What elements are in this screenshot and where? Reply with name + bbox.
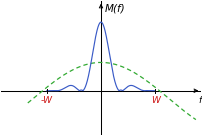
- Text: -W: -W: [41, 96, 53, 105]
- Text: W: W: [151, 96, 160, 105]
- Text: M(f): M(f): [104, 3, 125, 13]
- Text: f: f: [198, 96, 201, 105]
